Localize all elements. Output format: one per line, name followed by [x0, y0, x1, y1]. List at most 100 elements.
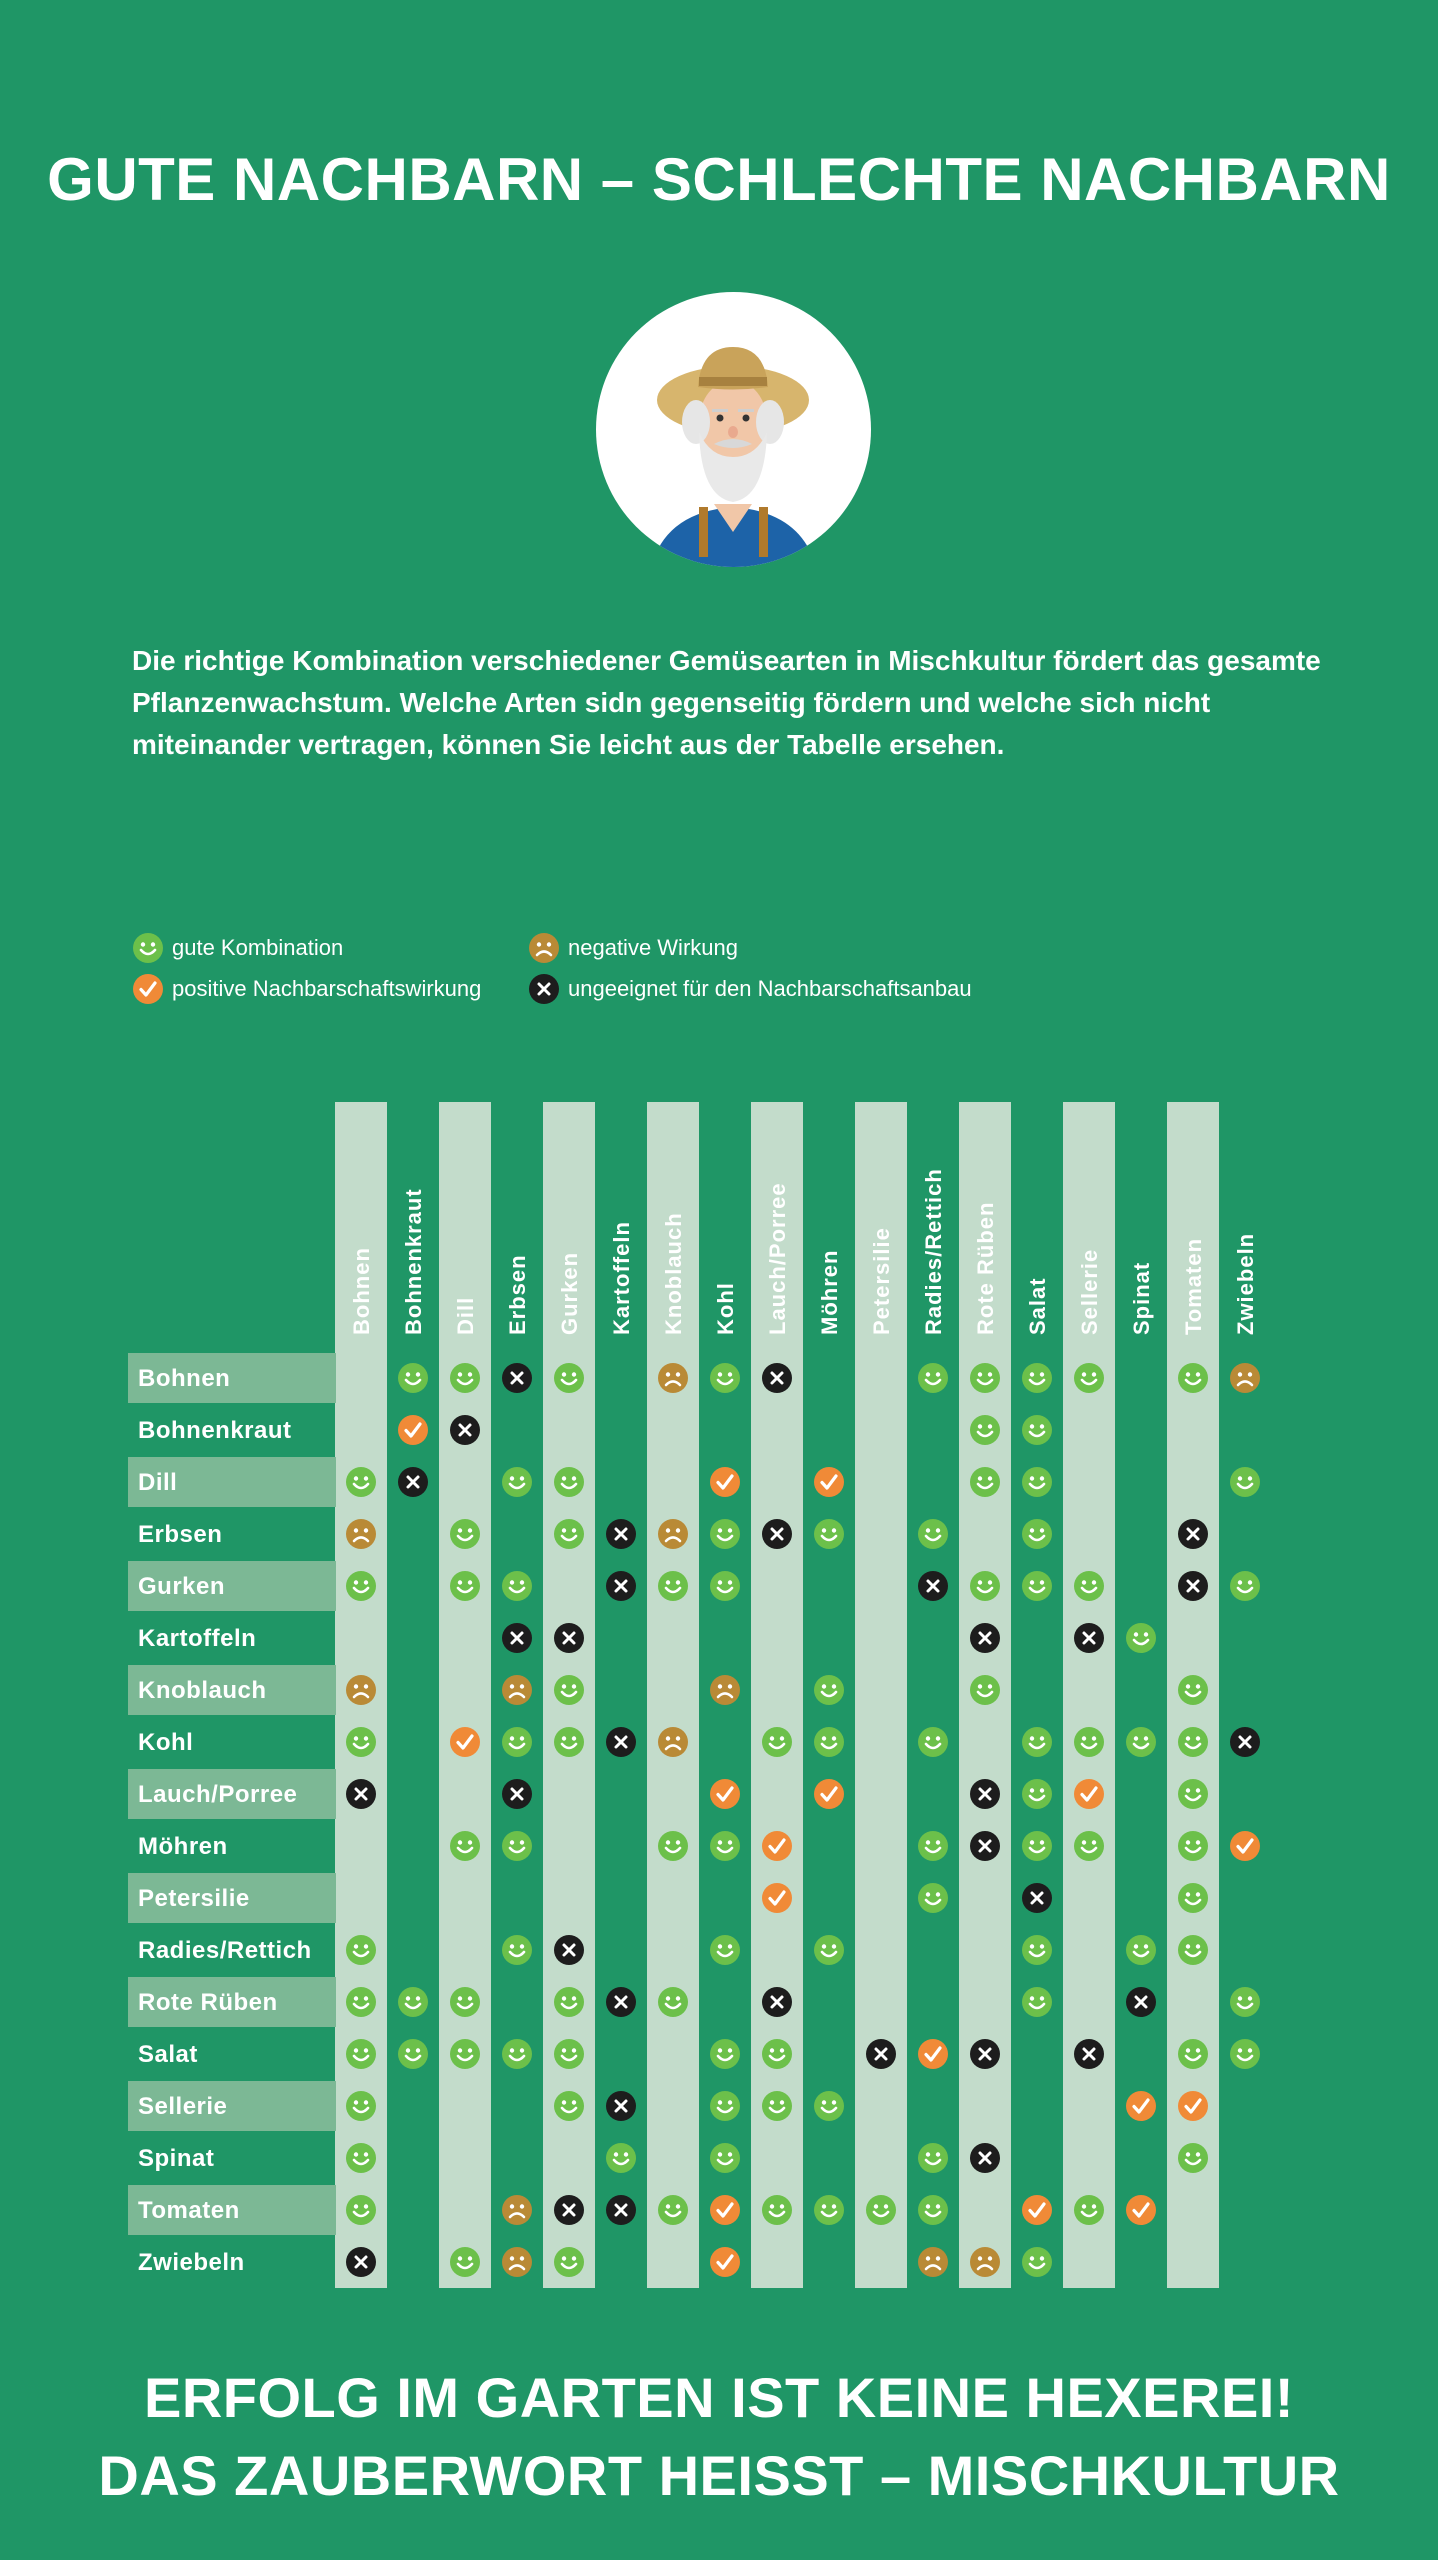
footer-line-2: DAS ZAUBERWORT HEISST – MISCHKULTUR: [98, 2444, 1340, 2507]
row-label: Lauch/Porree: [138, 1781, 297, 1808]
cell-good-icon: [450, 2247, 480, 2277]
cell-good-icon: [918, 1727, 948, 1757]
cell-unsuitable-icon: [606, 1571, 636, 1601]
cell-good-icon: [1178, 1831, 1208, 1861]
cell-good-icon: [502, 1831, 532, 1861]
cell-positive-icon: [1022, 2195, 1052, 2225]
row-band: [128, 1873, 336, 1923]
row-band: [128, 1769, 336, 1819]
cell-negative-icon: [502, 2195, 532, 2225]
cell-good-icon: [1074, 1831, 1104, 1861]
cell-unsuitable-icon: [346, 2247, 376, 2277]
cell-positive-icon: [1126, 2091, 1156, 2121]
row-band: [128, 1561, 336, 1611]
column-label: Gurken: [557, 1252, 582, 1335]
legend-unsuitable-label: ungeeignet für den Nachbarschaftsanbau: [568, 976, 972, 1001]
cell-unsuitable-icon: [450, 1415, 480, 1445]
cell-good-icon: [1022, 1467, 1052, 1497]
gardener-avatar: [596, 292, 871, 567]
cell-good-icon: [970, 1415, 1000, 1445]
cell-unsuitable-icon: [918, 1571, 948, 1601]
cell-good-icon: [710, 1519, 740, 1549]
cell-good-icon: [398, 1363, 428, 1393]
legend-positive-label: positive Nachbarschaftswirkung: [172, 976, 482, 1001]
column-label: Tomaten: [1181, 1238, 1206, 1335]
cell-negative-icon: [658, 1519, 688, 1549]
legend-positive: positive Nachbarschaftswirkung: [132, 973, 481, 1005]
cell-unsuitable-icon: [606, 1727, 636, 1757]
cell-unsuitable-icon: [502, 1363, 532, 1393]
page-title: GUTE NACHBARN – SCHLECHTE NACHBARN: [47, 146, 1391, 213]
cell-good-icon: [398, 1987, 428, 2017]
cell-good-icon: [398, 2039, 428, 2069]
cell-positive-icon: [1074, 1779, 1104, 1809]
row-band: [128, 1457, 336, 1507]
cell-positive-icon: [710, 1467, 740, 1497]
cell-good-icon: [1178, 1675, 1208, 1705]
cell-good-icon: [450, 2039, 480, 2069]
cell-good-icon: [554, 1987, 584, 2017]
column-label: Rote Rüben: [973, 1202, 998, 1335]
column-band: [439, 1102, 491, 2288]
cell-good-icon: [658, 2195, 688, 2225]
cell-good-icon: [1022, 1935, 1052, 1965]
cell-good-icon: [710, 1935, 740, 1965]
row-label: Erbsen: [138, 1521, 222, 1548]
cell-positive-icon: [710, 1779, 740, 1809]
row-label: Rote Rüben: [138, 1989, 278, 2016]
cell-good-icon: [1022, 1571, 1052, 1601]
column-label: Petersilie: [869, 1227, 894, 1335]
legend-negative-label: negative Wirkung: [568, 935, 738, 960]
cell-good-icon: [554, 2247, 584, 2277]
cell-negative-icon: [346, 1519, 376, 1549]
cell-good-icon: [554, 1519, 584, 1549]
column-label: Dill: [453, 1297, 478, 1335]
row-label: Spinat: [138, 2145, 214, 2172]
cell-unsuitable-icon: [970, 1623, 1000, 1653]
cell-good-icon: [814, 2091, 844, 2121]
cell-negative-icon: [502, 1675, 532, 1705]
cell-unsuitable-icon: [1126, 1987, 1156, 2017]
column-label: Kohl: [713, 1282, 738, 1335]
cell-good-icon: [1022, 1363, 1052, 1393]
cell-positive-icon: [710, 2195, 740, 2225]
column-band: [855, 1102, 907, 2288]
cell-good-icon: [814, 1727, 844, 1757]
cell-positive-icon: [398, 1415, 428, 1445]
cell-good-icon: [1178, 1727, 1208, 1757]
cell-positive-icon: [1126, 2195, 1156, 2225]
row-label: Tomaten: [138, 2197, 240, 2224]
cell-unsuitable-icon: [970, 2143, 1000, 2173]
cell-good-icon: [1230, 1571, 1260, 1601]
cell-good-icon: [762, 2091, 792, 2121]
cell-unsuitable-icon: [1074, 2039, 1104, 2069]
cell-good-icon: [970, 1467, 1000, 1497]
cell-unsuitable-icon: [606, 1519, 636, 1549]
check-positive-icon: [133, 974, 163, 1004]
column-label: Erbsen: [505, 1254, 530, 1335]
column-label: Zwiebeln: [1233, 1233, 1258, 1335]
cell-unsuitable-icon: [606, 2195, 636, 2225]
cell-good-icon: [918, 2195, 948, 2225]
cell-good-icon: [658, 1831, 688, 1861]
cell-good-icon: [1074, 1571, 1104, 1601]
row-label: Petersilie: [138, 1885, 250, 1912]
cell-good-icon: [1022, 1727, 1052, 1757]
column-label: Radies/Rettich: [921, 1168, 946, 1335]
cell-good-icon: [502, 2039, 532, 2069]
cell-good-icon: [554, 1467, 584, 1497]
legend-good-label: gute Kombination: [172, 935, 344, 960]
cell-unsuitable-icon: [1074, 1623, 1104, 1653]
cell-good-icon: [1126, 1727, 1156, 1757]
cell-good-icon: [918, 1831, 948, 1861]
cell-good-icon: [1074, 1363, 1104, 1393]
cell-negative-icon: [658, 1727, 688, 1757]
row-band: [128, 1977, 336, 2027]
cell-good-icon: [450, 1519, 480, 1549]
cross-unsuitable-icon: [529, 974, 559, 1004]
smiley-good-icon: [133, 933, 163, 963]
cell-unsuitable-icon: [970, 1779, 1000, 1809]
cell-good-icon: [710, 1571, 740, 1601]
legend-negative: negative Wirkung: [528, 932, 738, 964]
cell-good-icon: [814, 1519, 844, 1549]
